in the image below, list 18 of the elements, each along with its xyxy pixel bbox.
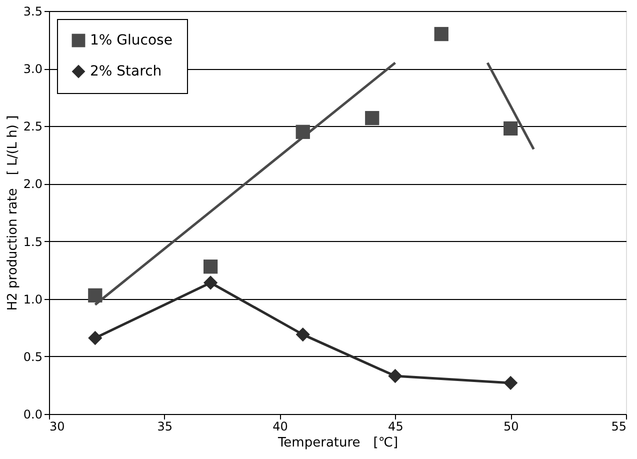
x-tick-label: 40	[272, 420, 288, 434]
x-tick-label: 45	[388, 420, 404, 434]
legend-label: 2% Starch	[90, 64, 162, 80]
y-tick-label: 0.5	[23, 350, 42, 364]
x-tick-label: 35	[157, 420, 173, 434]
y-tick-label: 3.5	[23, 4, 42, 18]
y-tick-label: 0.0	[23, 408, 42, 422]
y-tick-label: 1.0	[23, 292, 42, 306]
x-tick-label: 55	[611, 420, 626, 434]
y-tick-label: 1.5	[23, 234, 42, 249]
y-tick-label: 3.0	[23, 62, 42, 76]
x-tick-label: 50	[503, 420, 519, 434]
x-tick-label: 30	[50, 420, 65, 434]
y-tick-label: 2.0	[23, 177, 42, 192]
x-axis-title: Temperature [℃]	[276, 436, 398, 450]
y-axis-title: H2 production rate [ L/(L h) ]	[5, 115, 20, 311]
y-tick-label: 2.5	[23, 120, 42, 134]
legend-label: 1% Glucose	[90, 32, 172, 48]
